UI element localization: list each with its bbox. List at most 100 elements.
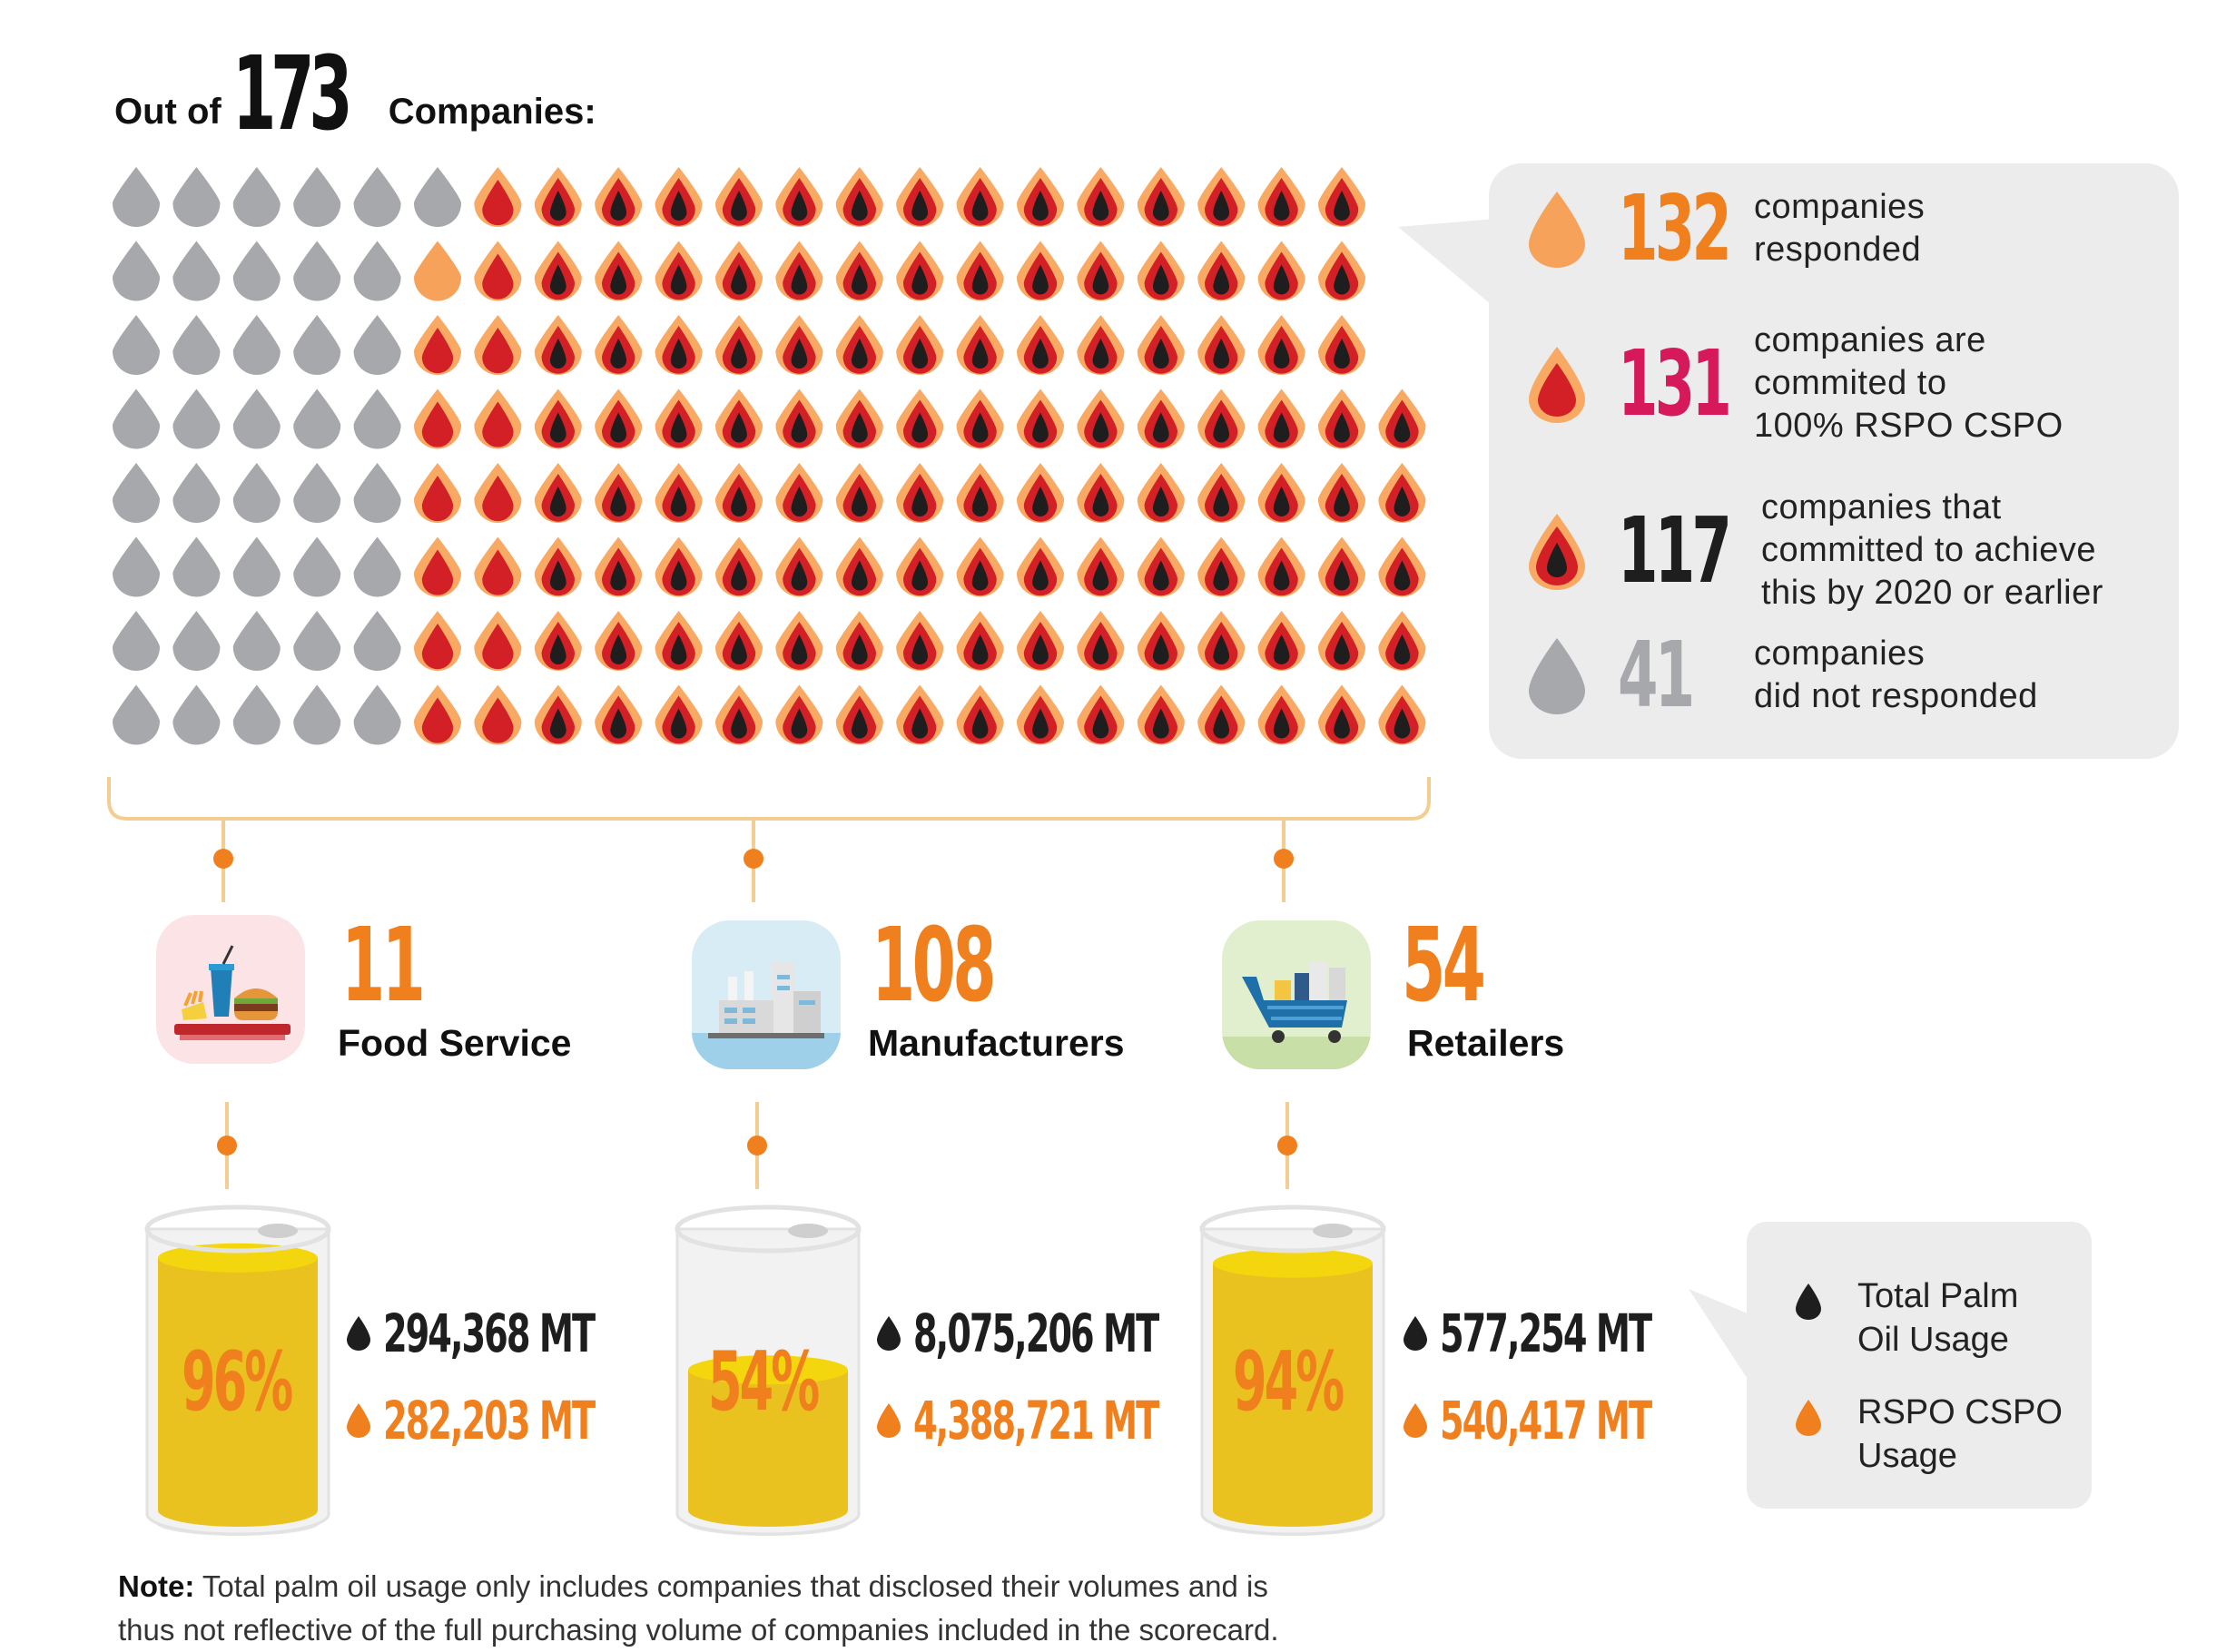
orange-drop-icon (1404, 1403, 1427, 1438)
drop-black-r7-c8 (595, 684, 643, 745)
drop-red-r1-c6 (474, 241, 522, 301)
drop-gray-r0-c1 (172, 167, 221, 227)
drop-black-r3-c8 (595, 388, 643, 449)
red-drop-icon (1529, 346, 1585, 423)
drop-red-r5-c6 (474, 536, 522, 597)
drop-black-r2-c19 (1257, 315, 1305, 375)
legend-panel: 132 companies responded 131 companies are… (1489, 163, 2179, 759)
drop-black-r7-c13 (896, 684, 944, 745)
drop-black-r2-c7 (534, 315, 582, 375)
drop-red-r3-c5 (414, 388, 461, 449)
drop-black-r5-c11 (775, 536, 823, 597)
legend-label-responded: companies responded (1754, 188, 1926, 269)
drop-red-r6-c5 (414, 611, 461, 671)
drop-gray-r2-c2 (232, 315, 281, 375)
drop-gray-r1-c3 (293, 241, 341, 301)
drop-black-r0-c7 (534, 167, 582, 227)
drop-black-r3-c19 (1257, 388, 1305, 449)
drop-black-r5-c20 (1318, 536, 1365, 597)
light-orange-drop-icon (1529, 192, 1585, 268)
drop-gray-r7-c1 (172, 684, 221, 745)
drop-gray-r2-c1 (172, 315, 221, 375)
black-drop-icon (877, 1316, 901, 1351)
title-total: 173 (231, 35, 353, 153)
drop-gray-r4-c1 (172, 463, 221, 523)
legend-item-committed-2020: 117 companies that committed to achieve th… (1489, 487, 2103, 615)
drop-black-r2-c17 (1137, 315, 1185, 375)
drop-black-r6-c12 (835, 611, 883, 671)
sector-count-food-service: 11 (341, 907, 426, 1025)
drop-black-r6-c13 (896, 611, 944, 671)
usage-callout-tail (1689, 1289, 1754, 1389)
drop-black-r0-c18 (1197, 167, 1246, 227)
drop-black-r1-c12 (835, 241, 883, 301)
drop-black-r2-c20 (1318, 315, 1365, 375)
chart-title: Out of 173 Companies: (114, 36, 596, 145)
drop-gray-r2-c4 (353, 315, 401, 375)
legend-callout-tail (1398, 218, 1507, 318)
drop-black-r1-c20 (1318, 241, 1365, 301)
drop-black-r3-c11 (775, 388, 823, 449)
drop-black-r0-c15 (1017, 167, 1064, 227)
total-usage-retailers: 577,254 MT (1402, 1307, 1759, 1360)
drop-black-r7-c19 (1257, 684, 1305, 745)
drop-gray-r2-c3 (293, 315, 341, 375)
drop-gray-r3-c3 (293, 388, 341, 449)
drop-black-r2-c15 (1017, 315, 1064, 375)
drop-black-r6-c17 (1137, 611, 1185, 671)
drop-black-r7-c17 (1137, 684, 1185, 745)
can-percent-manufacturers: 54% (708, 1334, 820, 1430)
drop-black-r1-c15 (1017, 241, 1064, 301)
drop-black-r3-c15 (1017, 388, 1064, 449)
drop-black-r7-c16 (1077, 684, 1125, 745)
drop-gray-r4-c0 (113, 463, 160, 523)
gray-drop-icon (1529, 638, 1585, 714)
black-drop-icon (1529, 513, 1585, 590)
orange-drop-icon (347, 1403, 370, 1438)
legend-value-committed-2020: 117 (1618, 497, 1732, 604)
note-label: Note: (118, 1569, 195, 1603)
drop-gray-r2-c0 (113, 315, 160, 375)
drop-black-r7-c20 (1318, 684, 1365, 745)
drop-gray-r5-c0 (113, 536, 160, 597)
drop-red-r4-c6 (474, 463, 522, 523)
drop-gray-r4-c3 (293, 463, 341, 523)
drop-gray-r5-c3 (293, 536, 341, 597)
drop-black-r4-c8 (595, 463, 643, 523)
drop-gray-r6-c1 (172, 611, 221, 671)
total-usage-manufacturers: 8,075,206 MT (875, 1307, 1284, 1360)
sector-count-manufacturers: 108 (872, 907, 997, 1025)
usage-legend-panel: Total Palm Oil Usage RSPO CSPO Usage (1747, 1222, 2092, 1509)
drop-gray-r0-c4 (353, 167, 401, 227)
drop-black-r6-c16 (1077, 611, 1125, 671)
drop-black-r0-c20 (1318, 167, 1365, 227)
drop-gray-r1-c1 (172, 241, 221, 301)
drop-gray-r6-c2 (232, 611, 281, 671)
drop-black-r7-c21 (1378, 684, 1426, 745)
drop-black-r4-c15 (1017, 463, 1064, 523)
drop-waffle-grid (113, 167, 1426, 745)
drop-black-r6-c10 (715, 611, 763, 671)
orange-drop-icon (877, 1403, 901, 1438)
rspo-usage-retailers: 540,417 MT (1402, 1394, 1759, 1447)
drop-red-r4-c5 (414, 463, 461, 523)
drop-black-r3-c7 (534, 388, 582, 449)
drop-black-r4-c14 (956, 463, 1004, 523)
drop-black-r1-c14 (956, 241, 1004, 301)
drop-black-r2-c10 (715, 315, 763, 375)
drop-red-r2-c6 (474, 315, 522, 375)
drop-black-r1-c9 (655, 241, 703, 301)
title-suffix: Companies: (388, 92, 596, 132)
drop-black-r7-c11 (775, 684, 823, 745)
drop-black-r6-c7 (534, 611, 582, 671)
drop-black-r1-c18 (1197, 241, 1246, 301)
drop-gray-r1-c0 (113, 241, 160, 301)
drop-black-r5-c9 (655, 536, 703, 597)
drop-black-r4-c20 (1318, 463, 1365, 523)
legend-label-committed-2020: companies that committed to achieve this b… (1761, 488, 2103, 612)
factory-icon (692, 920, 841, 1069)
drop-black-r4-c7 (534, 463, 582, 523)
drop-gray-r0-c5 (414, 167, 461, 227)
drop-black-r0-c8 (595, 167, 643, 227)
drop-black-r5-c17 (1137, 536, 1185, 597)
